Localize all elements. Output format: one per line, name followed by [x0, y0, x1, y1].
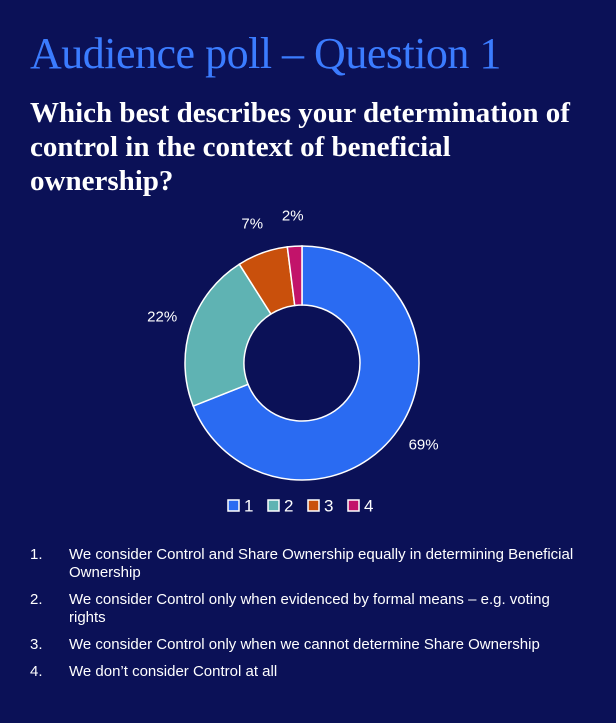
title: Audience poll – Question 1 — [30, 29, 501, 78]
answer: 2. We consider Control only when evidence… — [30, 591, 590, 627]
legend-label: 2 — [284, 496, 293, 515]
data-label: 22% — [147, 309, 177, 326]
donut-slice — [184, 263, 272, 408]
chart: 69% 22% 7% 2% 1 2 3 4 — [147, 207, 439, 515]
answer-number: 1. — [30, 546, 43, 563]
question: Which best describes your determination … — [30, 97, 570, 197]
answer-text: We don’t consider Control at all — [69, 663, 278, 680]
legend-label: 1 — [244, 496, 253, 515]
legend-label: 4 — [364, 496, 373, 515]
answer-number: 2. — [30, 591, 43, 608]
legend-swatch — [347, 499, 360, 512]
answer: 3. We consider Control only when we canno… — [30, 636, 590, 654]
legend-swatch — [227, 499, 240, 512]
answer-list: 1. We consider Control and Share Ownershi… — [30, 546, 590, 690]
legend-swatch — [267, 499, 280, 512]
donut-slice — [286, 245, 303, 307]
answer: 1. We consider Control and Share Ownershi… — [30, 546, 590, 582]
data-label: 69% — [409, 437, 439, 454]
legend-swatch — [307, 499, 320, 512]
legend-label: 3 — [324, 496, 333, 515]
answer: 4. We don’t consider Control at all — [30, 663, 590, 681]
answer-text: We consider Control and Share Ownership … — [69, 546, 574, 581]
answer-number: 3. — [30, 636, 43, 653]
donut-slice — [192, 245, 420, 481]
answer-number: 4. — [30, 663, 43, 680]
data-label: 7% — [241, 216, 263, 233]
answer-text: We consider Control only when evidenced … — [69, 591, 550, 626]
data-label: 2% — [282, 207, 304, 224]
answer-text: We consider Control only when we cannot … — [69, 636, 540, 653]
